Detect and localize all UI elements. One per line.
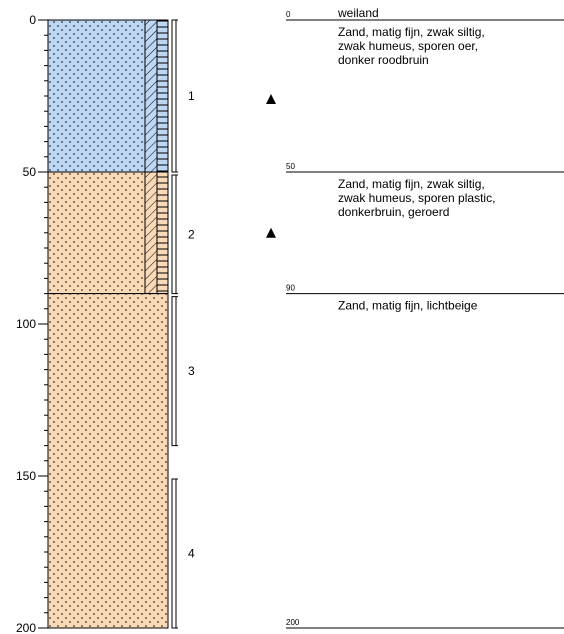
layer-lithology-text: donkerbruin, geroerd	[338, 205, 449, 219]
sand-dots	[48, 293, 168, 628]
sample-3: 3	[171, 296, 195, 447]
markers	[266, 94, 276, 238]
humus-hatch	[145, 172, 157, 294]
sample-bracket	[171, 19, 178, 173]
layer-lithology-text: zwak humeus, sporen plastic,	[338, 191, 495, 205]
depth-tick-label: 150	[16, 469, 36, 483]
layer-2	[47, 171, 169, 295]
bottom-depth: 200	[286, 618, 300, 627]
layer-description-3: 90 Zand, matig fijn, lichtbeige	[286, 284, 564, 313]
depth-tick-label: 50	[23, 165, 37, 179]
silt-hatch	[157, 172, 168, 294]
sample-number: 4	[188, 547, 195, 561]
layer-lithology-text: donker roodbruin	[338, 53, 429, 67]
layer-1	[47, 19, 169, 173]
lithology-column	[47, 19, 169, 629]
sample-bracket	[171, 174, 178, 295]
triangle-up-icon	[266, 94, 276, 105]
sample-bracket	[171, 478, 178, 629]
sample-number: 1	[188, 89, 195, 103]
depth-tick-label: 100	[16, 317, 36, 331]
depth-tick-label: 200	[16, 621, 36, 634]
silt-hatch	[157, 20, 168, 172]
sample-4: 4	[171, 478, 195, 629]
layer-description-2: 50 Zand, matig fijn, zwak siltig,zwak hum…	[286, 162, 564, 219]
layer-lithology-text: Zand, matig fijn, zwak siltig,	[338, 177, 485, 191]
layer-top-depth: 0	[286, 10, 291, 19]
sample-bracket	[171, 296, 178, 447]
sample-number: 2	[188, 227, 195, 241]
sand-dots	[48, 172, 145, 294]
triangle-up-icon	[266, 227, 276, 238]
layer-lithology-text: zwak humeus, sporen oer,	[338, 39, 478, 53]
layer-description-1: 0 weiland Zand, matig fijn, zwak siltig,zw…	[286, 6, 564, 67]
layer-top-depth: 90	[286, 284, 295, 293]
sand-dots	[48, 20, 145, 172]
sample-2: 2	[171, 174, 195, 295]
layer-3	[47, 293, 169, 629]
sample-brackets: 1 2 3 4	[171, 19, 195, 629]
humus-hatch	[145, 20, 157, 172]
sample-1: 1	[171, 19, 195, 173]
layer-lithology-text: Zand, matig fijn, lichtbeige	[338, 299, 478, 313]
layer-lithology-text: Zand, matig fijn, zwak siltig,	[338, 25, 485, 39]
depth-axis: 0 50 100 150 200	[16, 13, 49, 634]
layer-top-depth: 50	[286, 162, 295, 171]
layer-note: weiland	[337, 6, 379, 20]
sample-number: 3	[188, 364, 195, 378]
depth-tick-label: 0	[29, 13, 36, 27]
